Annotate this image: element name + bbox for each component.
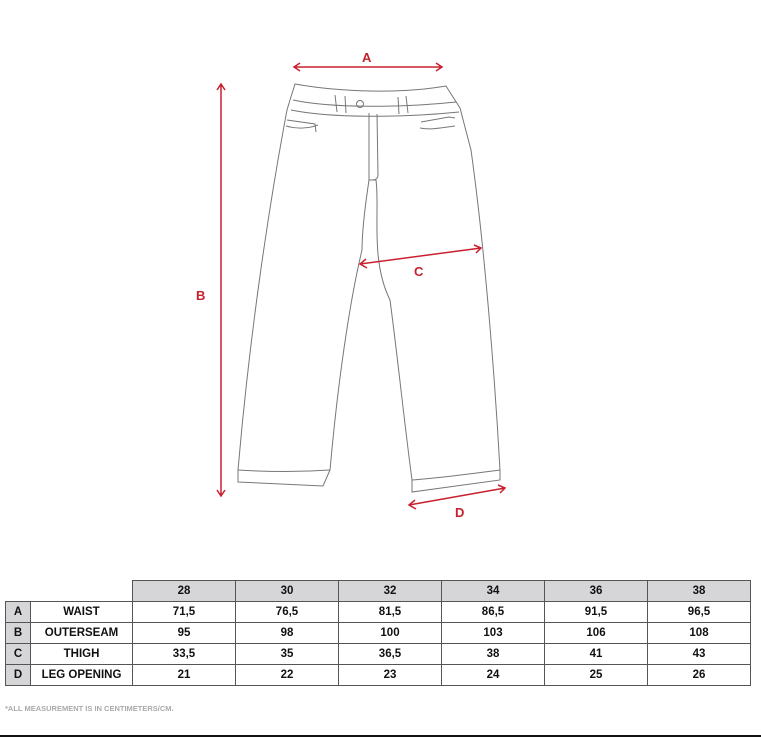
row-name: LEG OPENING [30, 664, 133, 686]
measure-arrows [216, 62, 507, 510]
footnote: *ALL MEASUREMENT IS IN CENTIMETERS/CM. [5, 704, 174, 713]
cell: 100 [338, 622, 442, 644]
row-name: OUTERSEAM [30, 622, 133, 644]
cell: 38 [441, 643, 545, 665]
table-row: D LEG OPENING 21 22 23 24 25 26 [5, 664, 751, 686]
row-name: THIGH [30, 643, 133, 665]
cell: 96,5 [647, 601, 751, 623]
arrow-a [292, 62, 444, 72]
arrow-d [407, 484, 507, 510]
label-a: A [362, 50, 372, 65]
cell: 24 [441, 664, 545, 686]
size-header: 32 [338, 580, 442, 602]
table-row: A WAIST 71,5 76,5 81,5 86,5 91,5 96,5 [5, 601, 751, 623]
cell: 25 [544, 664, 648, 686]
row-letter: C [5, 643, 31, 665]
size-header: 30 [235, 580, 339, 602]
cell: 41 [544, 643, 648, 665]
label-d: D [455, 505, 464, 520]
cell: 21 [132, 664, 236, 686]
row-letter: A [5, 601, 31, 623]
cell: 103 [441, 622, 545, 644]
cell: 81,5 [338, 601, 442, 623]
size-header: 28 [132, 580, 236, 602]
cell: 35 [235, 643, 339, 665]
pants-diagram: A B C D [196, 50, 507, 520]
cell: 26 [647, 664, 751, 686]
label-b: B [196, 288, 205, 303]
cell: 22 [235, 664, 339, 686]
cell: 33,5 [132, 643, 236, 665]
label-c: C [414, 264, 424, 279]
cell: 98 [235, 622, 339, 644]
divider [0, 735, 761, 737]
cell: 23 [338, 664, 442, 686]
cell: 36,5 [338, 643, 442, 665]
size-chart-table: 28 30 32 34 36 38 A WAIST 71,5 76,5 81,5… [5, 580, 751, 686]
table-row: C THIGH 33,5 35 36,5 38 41 43 [5, 643, 751, 665]
size-header: 34 [441, 580, 545, 602]
size-header: 36 [544, 580, 648, 602]
table-row: B OUTERSEAM 95 98 100 103 106 108 [5, 622, 751, 644]
size-header: 38 [647, 580, 751, 602]
cell: 43 [647, 643, 751, 665]
cell: 91,5 [544, 601, 648, 623]
arrow-b [216, 82, 226, 498]
row-letter: B [5, 622, 31, 644]
table-header-row: 28 30 32 34 36 38 [6, 580, 751, 602]
row-letter: D [5, 664, 31, 686]
pants-outline [237, 83, 501, 493]
cell: 106 [544, 622, 648, 644]
cell: 95 [132, 622, 236, 644]
cell: 71,5 [132, 601, 236, 623]
arrow-c [358, 244, 483, 269]
cell: 86,5 [441, 601, 545, 623]
row-name: WAIST [30, 601, 133, 623]
cell: 108 [647, 622, 751, 644]
cell: 76,5 [235, 601, 339, 623]
